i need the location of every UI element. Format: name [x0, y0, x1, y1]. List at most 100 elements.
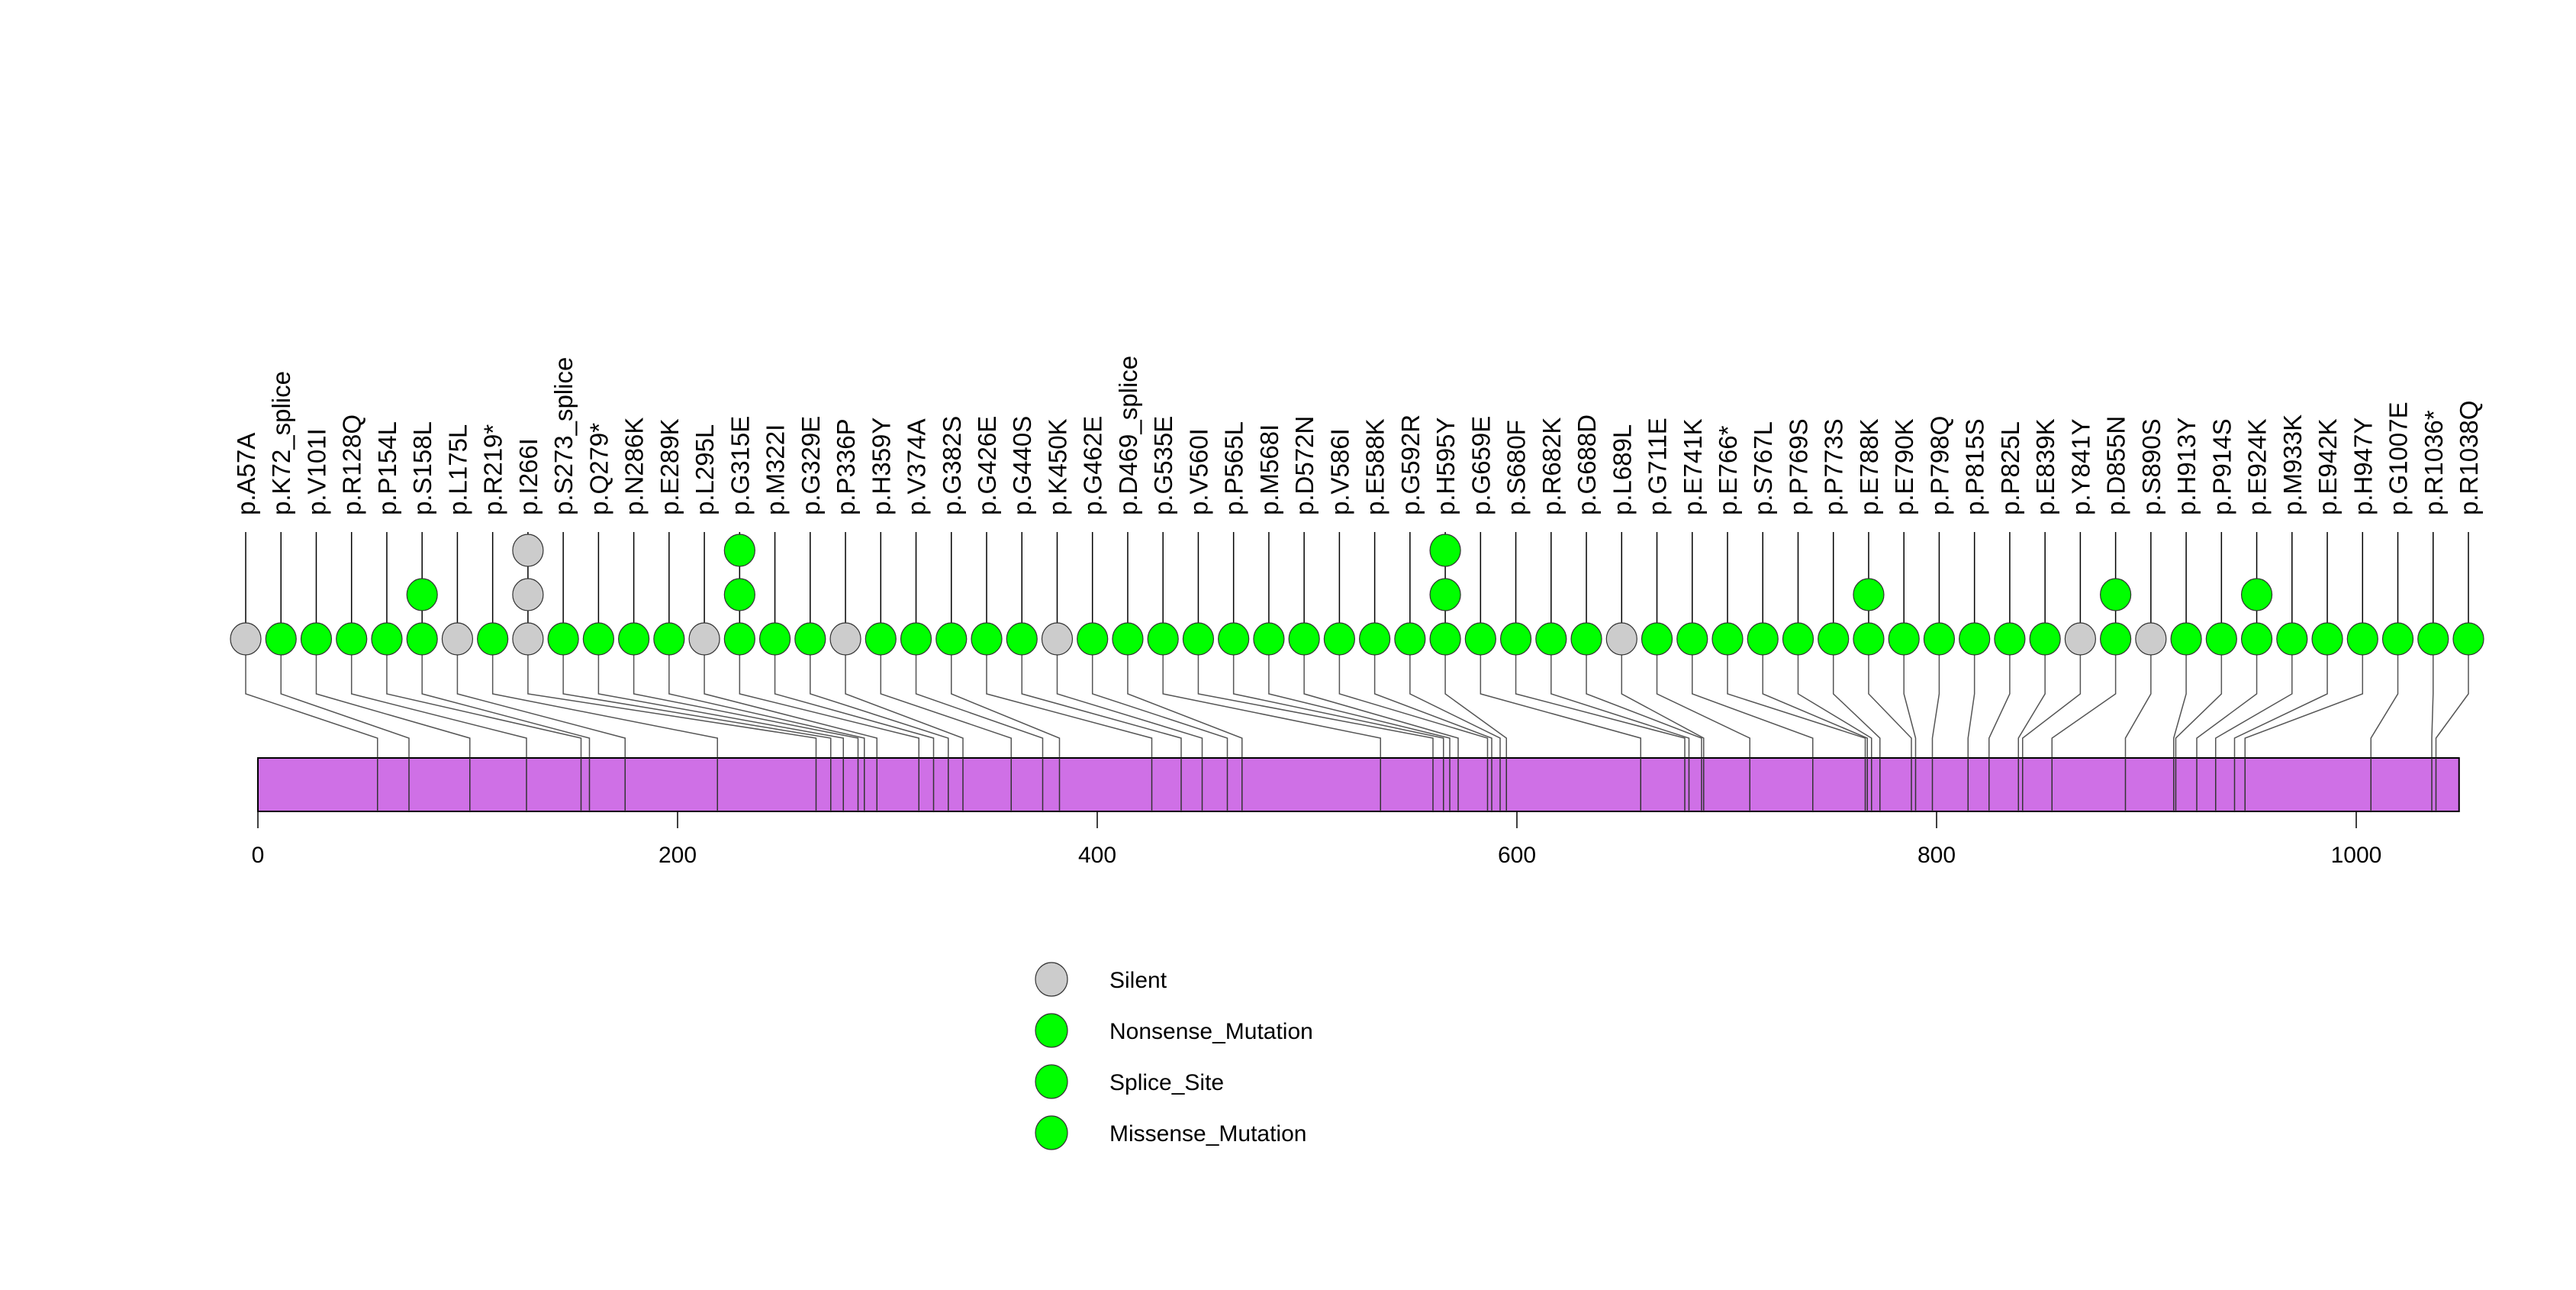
mutation-point: [512, 578, 544, 611]
mutation-point: [1747, 622, 1779, 656]
mutation-label: p.E839K: [2031, 418, 2059, 515]
mutation-point: [865, 622, 897, 656]
connector-line: [668, 639, 865, 758]
x-axis: 0 200 400 600 800 1000: [252, 811, 2381, 868]
connector-line: [527, 639, 817, 758]
mutation-points: [230, 534, 2484, 656]
legend-label: Silent: [1109, 968, 1167, 993]
mutation-label: p.R128Q: [338, 414, 366, 515]
mutation-label: p.E766*: [1714, 425, 1742, 515]
mutation-label: p.Q279*: [584, 423, 613, 515]
connector-line: [2017, 639, 2046, 758]
connector-line: [810, 639, 949, 758]
mutation-point: [1006, 622, 1038, 656]
legend-marker: [1035, 962, 1068, 997]
connector-line: [1268, 639, 1451, 758]
connector-line: [2022, 639, 2082, 758]
connector-line: [2370, 639, 2399, 758]
mutation-point: [2311, 622, 2343, 656]
mutation-labels: p.A57A p.K72_splice p.V101I p.R128Q p.P154L p…: [232, 356, 2483, 515]
mutation-label: p.M322I: [762, 424, 790, 515]
mutation-label: p.R1038Q: [2455, 401, 2483, 515]
connector-line: [1692, 639, 1814, 758]
mutation-point: [300, 622, 333, 656]
connector-line: [386, 639, 582, 758]
mutation-label: p.G462E: [1079, 416, 1107, 515]
mutation-label: p.E790K: [1890, 418, 1918, 515]
connector-line: [2435, 639, 2469, 758]
mutation-point: [1041, 622, 1074, 656]
mutation-point: [1570, 622, 1602, 656]
connector-line: [1232, 639, 1444, 758]
mutation-label: p.G688D: [1573, 414, 1601, 515]
connector-line: [704, 639, 877, 758]
connector-line: [2124, 639, 2152, 758]
connector-line: [1091, 639, 1228, 758]
mutation-label: p.G592R: [1396, 414, 1425, 515]
mutation-label: p.S890S: [2137, 418, 2165, 515]
mutation-point: [723, 622, 755, 656]
mutation-label: p.P773S: [1820, 418, 1848, 515]
mutation-label: p.G315E: [726, 416, 754, 515]
mutation-label: p.D469_splice: [1114, 356, 1142, 515]
mutation-point: [723, 578, 755, 611]
mutation-label: p.P798Q: [1925, 416, 1953, 515]
mutation-point: [582, 622, 614, 656]
mutation-label: p.N286K: [620, 418, 649, 515]
connector-line: [1303, 639, 1459, 758]
connector-line: [1797, 639, 1872, 758]
mutation-label: p.G440S: [1008, 416, 1036, 515]
mutation-label: p.E924K: [2243, 418, 2272, 515]
mutation-label: p.G426E: [973, 416, 1001, 515]
mutation-point: [406, 578, 438, 611]
mutation-label: p.V101I: [302, 428, 330, 515]
connector-line: [1056, 639, 1203, 758]
mutation-point: [1641, 622, 1673, 656]
mutation-label: p.L689L: [1608, 424, 1636, 515]
connector-line: [1832, 639, 1881, 758]
mutation-point: [794, 622, 826, 656]
mutation-point: [1323, 622, 1355, 656]
mutation-label: p.G659E: [1467, 416, 1495, 515]
connector-line: [2175, 639, 2223, 758]
connector-line: [2196, 639, 2258, 758]
mutation-point: [653, 622, 685, 656]
protein-bar: [257, 757, 2460, 812]
mutation-label: p.V586I: [1325, 428, 1354, 515]
mutation-label: p.K72_splice: [267, 371, 295, 515]
mutation-point: [2100, 578, 2132, 611]
mutation-point: [723, 534, 755, 567]
mutation-point: [1429, 534, 1461, 567]
legend-marker: [1035, 1013, 1068, 1048]
mutation-point: [2064, 622, 2096, 656]
mutation-label: p.R219*: [479, 424, 507, 515]
mutation-label: p.P565L: [1220, 421, 1248, 515]
connector-line: [1515, 639, 1686, 758]
mutation-point: [1288, 622, 1320, 656]
mutation-point: [2205, 622, 2237, 656]
connector-line: [739, 639, 919, 758]
connector-line: [1656, 639, 1750, 758]
mutation-point: [1605, 622, 1637, 656]
mutation-label: p.V374A: [903, 418, 931, 515]
mutation-point: [1429, 622, 1461, 656]
mutation-label: p.D572N: [1290, 416, 1319, 515]
connector-line: [315, 639, 471, 758]
connector-line: [1127, 639, 1243, 758]
mutation-point: [2029, 622, 2061, 656]
mutation-label: p.P336P: [832, 418, 860, 515]
mutation-point: [2276, 622, 2308, 656]
protein-position-marks: [377, 758, 2437, 811]
connector-line: [986, 639, 1153, 758]
mutation-point: [758, 622, 791, 656]
connector-line: [350, 639, 527, 758]
mutation-label: p.P154L: [373, 421, 401, 515]
mutation-point: [1182, 622, 1215, 656]
mutation-label: p.H595Y: [1431, 418, 1460, 515]
mutation-label: p.H913Y: [2172, 418, 2201, 515]
mutation-label: p.L175L: [443, 424, 472, 515]
mutation-point: [477, 622, 509, 656]
mutation-label: p.L295L: [691, 424, 719, 515]
connector-line: [951, 639, 1061, 758]
